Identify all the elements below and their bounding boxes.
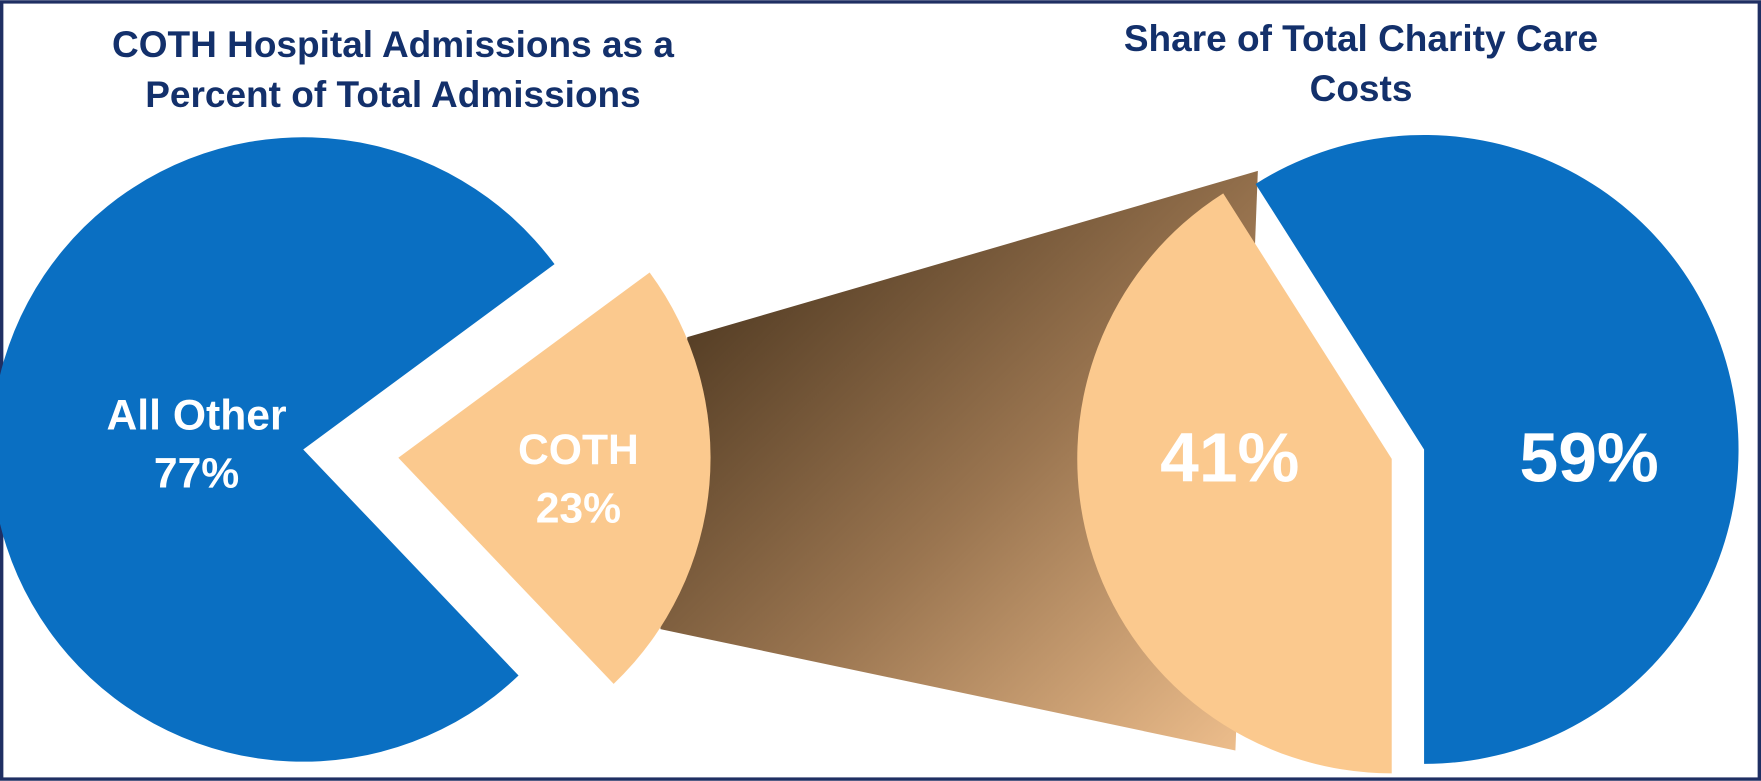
- pie-slice: [0, 137, 555, 762]
- slice-value-label: 23%: [536, 484, 621, 532]
- right-title: Share of Total Charity Care Costs: [1123, 18, 1599, 109]
- slice-value-label: 59%: [1519, 418, 1658, 496]
- left-title: COTH Hospital Admissions as a Percent of…: [112, 24, 674, 115]
- slice-value-label: 77%: [154, 450, 239, 498]
- slice-value-label: 41%: [1160, 418, 1299, 496]
- slice-category: COTH: [518, 426, 639, 474]
- pie-slice: [1077, 193, 1392, 774]
- connector: [660, 170, 1258, 751]
- pie-slice: [398, 272, 711, 684]
- slice-category: All Other: [106, 391, 286, 439]
- pie-slice: [1255, 134, 1739, 764]
